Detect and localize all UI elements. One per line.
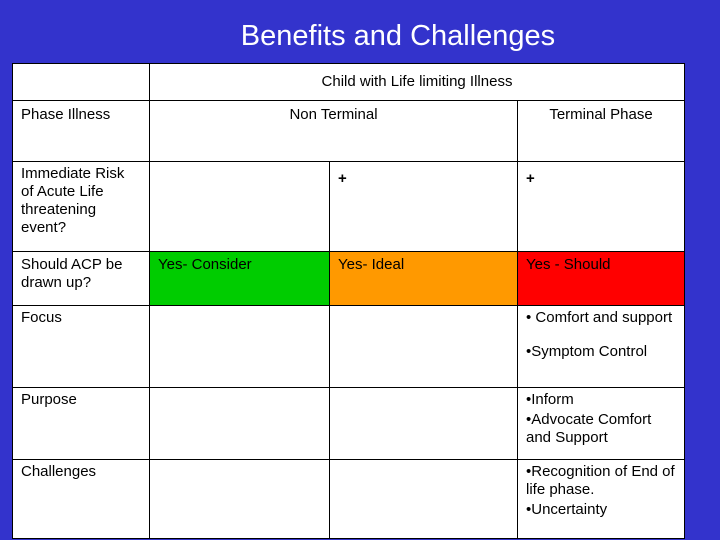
- risk-nonterminal-mark: +: [329, 161, 518, 252]
- risk-row: Immediate Risk of Acute Life threatening…: [12, 161, 686, 252]
- challenges-empty-cell-1: [149, 459, 330, 539]
- list-item: •Advocate Comfort and Support: [526, 411, 652, 446]
- phase-row: Phase Illness Non Terminal Terminal Phas…: [12, 100, 686, 162]
- terminal-phase-label: Terminal Phase: [516, 100, 686, 162]
- challenges-row: Challenges •Recognition of End of life p…: [12, 459, 686, 539]
- list-item: •Symptom Control: [526, 343, 648, 360]
- focus-bullets: • Comfort and support •Symptom Control: [516, 305, 686, 388]
- list-item: • Comfort and support: [526, 309, 673, 326]
- slide-title: Benefits and Challenges: [240, 20, 556, 52]
- focus-empty-cell-2: [329, 305, 518, 388]
- purpose-label: Purpose: [12, 387, 150, 460]
- list-item: •Uncertainty: [526, 501, 608, 518]
- non-terminal-label: Non Terminal: [149, 100, 518, 162]
- purpose-row: Purpose •Inform •Advocate Comfort and Su…: [12, 387, 686, 460]
- challenges-bullets: •Recognition of End of life phase. •Unce…: [516, 459, 686, 539]
- table-header-row: Child with Life limiting Illness: [12, 63, 686, 101]
- acp-label: Should ACP be drawn up?: [12, 251, 150, 306]
- phase-illness-label: Phase Illness: [12, 100, 150, 162]
- purpose-empty-cell-2: [329, 387, 518, 460]
- focus-empty-cell-1: [149, 305, 330, 388]
- acp-ideal-cell: Yes- Ideal: [329, 251, 518, 306]
- benefits-challenges-table: Child with Life limiting Illness Phase I…: [12, 63, 686, 539]
- list-item: •Inform: [526, 391, 574, 408]
- list-item: •Recognition of End of life phase.: [526, 463, 675, 498]
- main-header: Child with Life limiting Illness: [148, 63, 686, 101]
- challenges-label: Challenges: [12, 459, 150, 539]
- focus-row: Focus • Comfort and support •Symptom Con…: [12, 305, 686, 388]
- acp-row: Should ACP be drawn up? Yes- Consider Ye…: [12, 251, 686, 306]
- purpose-empty-cell-1: [149, 387, 330, 460]
- risk-label: Immediate Risk of Acute Life threatening…: [12, 161, 150, 252]
- acp-should-cell: Yes - Should: [516, 251, 686, 306]
- header-empty-cell: [12, 63, 150, 101]
- risk-terminal-mark: +: [516, 161, 686, 252]
- risk-empty-cell: [149, 161, 330, 252]
- focus-label: Focus: [12, 305, 150, 388]
- challenges-empty-cell-2: [329, 459, 518, 539]
- purpose-bullets: •Inform •Advocate Comfort and Support: [516, 387, 686, 460]
- acp-consider-cell: Yes- Consider: [149, 251, 330, 306]
